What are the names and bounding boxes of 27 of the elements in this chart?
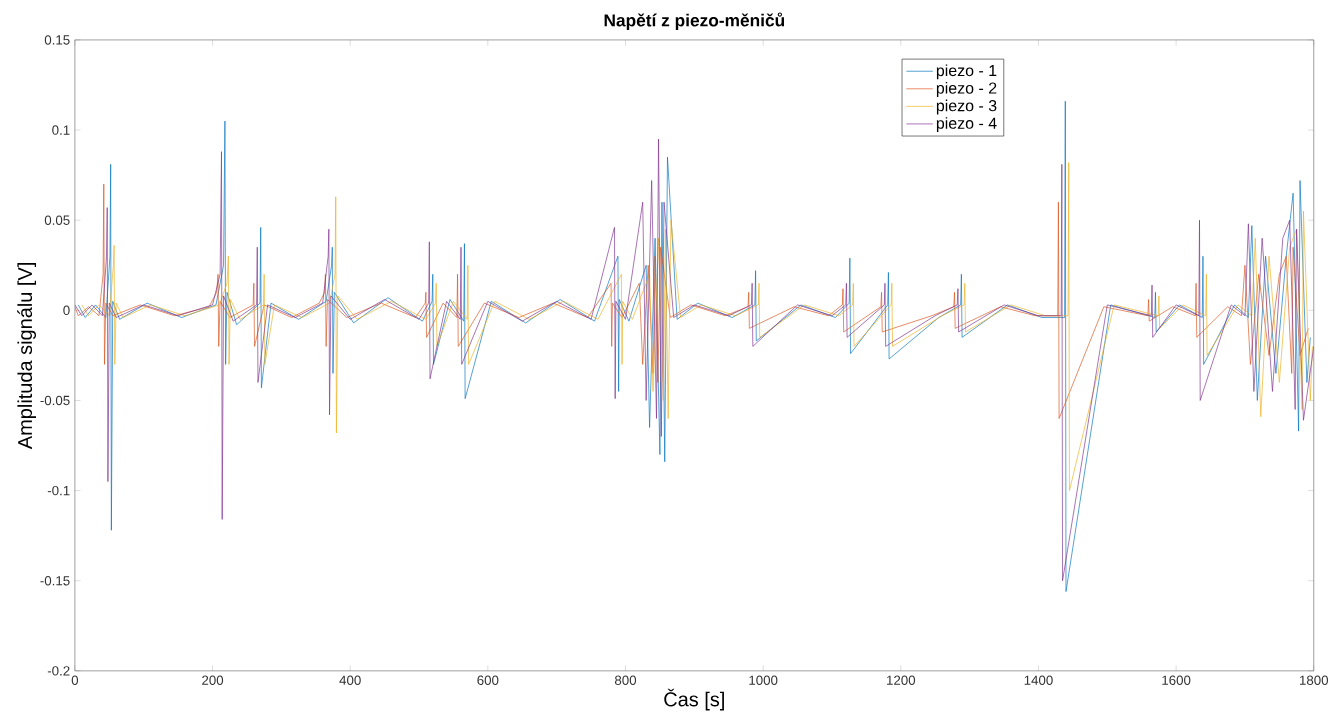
legend-label: piezo - 4 <box>936 117 997 133</box>
x-tick-label: 400 <box>339 675 361 686</box>
x-tick-label: 1400 <box>1024 675 1053 686</box>
x-tick-label: 1600 <box>1162 675 1191 686</box>
x-tick-label: 0 <box>71 675 79 686</box>
x-tick-label: 1200 <box>887 675 916 686</box>
line-series <box>74 183 1309 419</box>
x-tick-label: 200 <box>202 675 224 686</box>
x-tick-label: 1000 <box>749 675 778 686</box>
y-tick-label: -0.1 <box>47 485 70 496</box>
x-tick-label: 800 <box>614 675 637 686</box>
y-tick-label: -0.2 <box>47 666 70 676</box>
legend-label: piezo - 2 <box>936 82 997 98</box>
x-axis-title: Čas [s] <box>664 688 724 711</box>
y-tick-label: 0.1 <box>52 125 70 135</box>
y-axis-title: Amplituda signálu [V] <box>17 263 37 450</box>
y-tick-label: 0 <box>63 305 70 316</box>
y-tick-label: 0.05 <box>44 215 70 226</box>
y-tick-label: -0.05 <box>40 395 70 406</box>
legend-label: piezo - 1 <box>936 64 997 80</box>
x-tick-label: 600 <box>477 675 499 686</box>
chart-title: Napětí z piezo-měničů <box>604 12 785 31</box>
line-series <box>81 162 1313 492</box>
y-tick-label: -0.15 <box>40 576 70 586</box>
x-tick-label: 1800 <box>1299 675 1329 686</box>
legend-label: piezo - 3 <box>936 99 997 115</box>
y-tick-label: 0.15 <box>44 35 70 45</box>
